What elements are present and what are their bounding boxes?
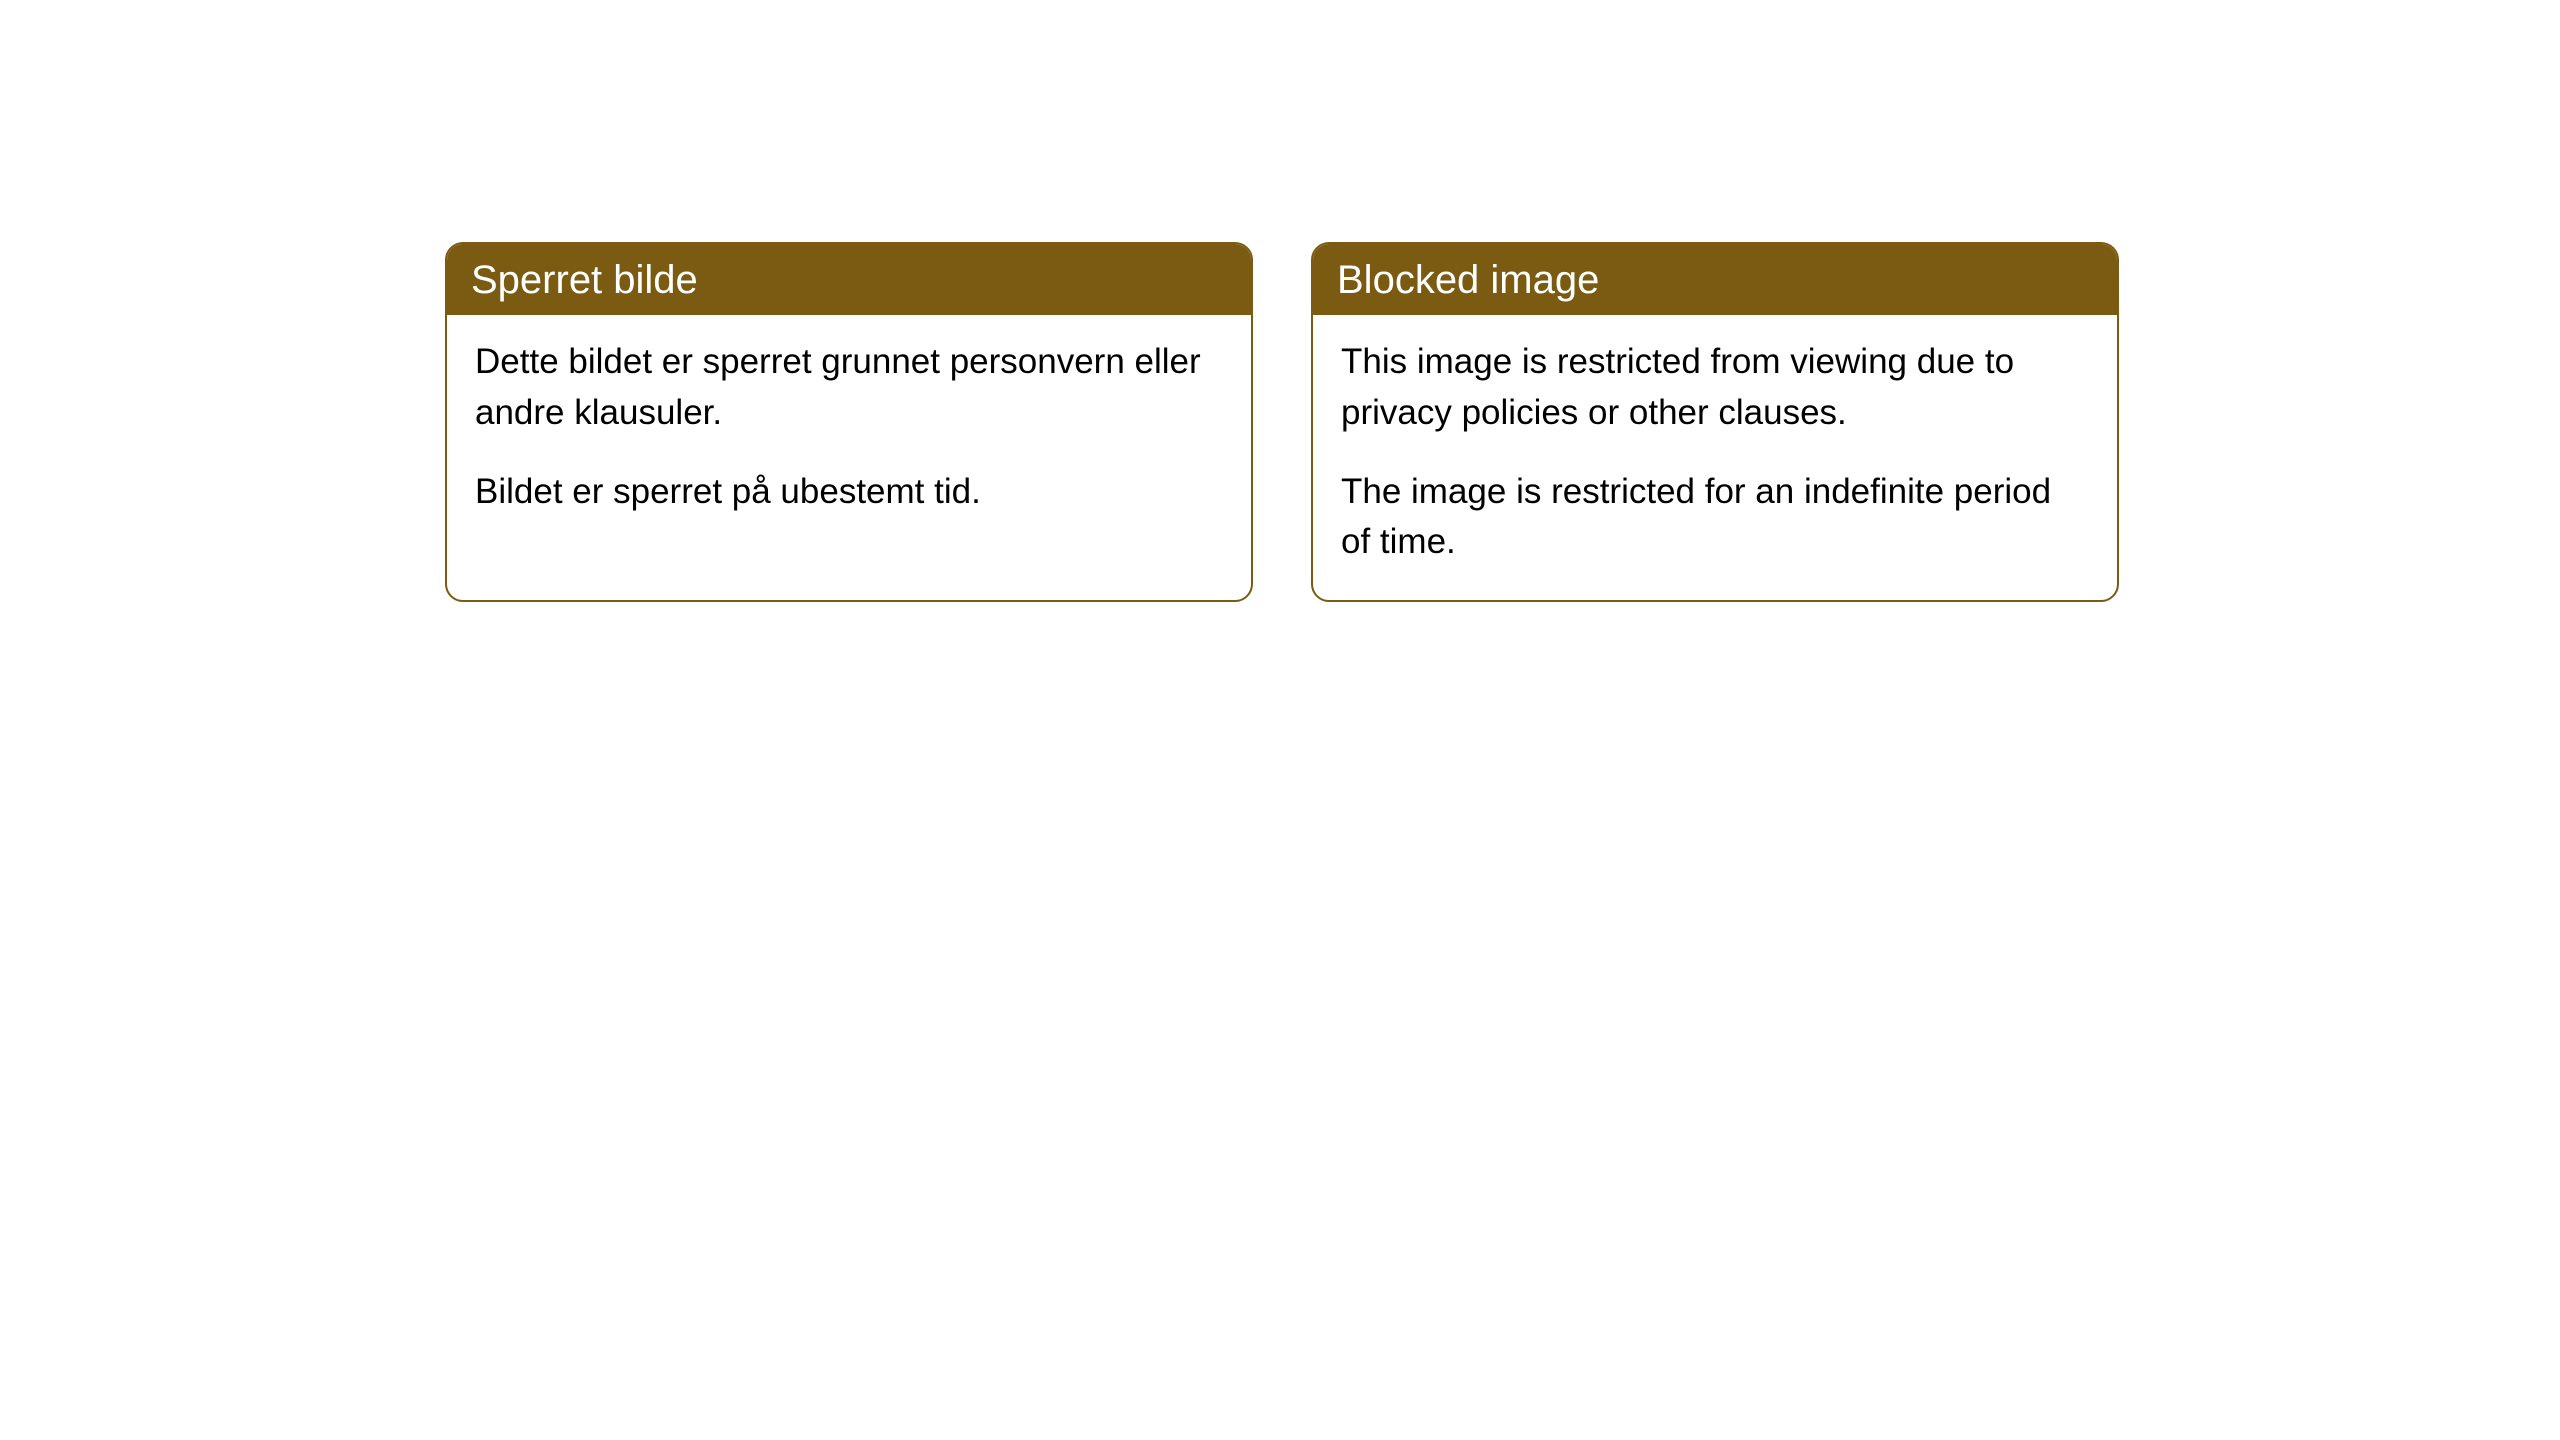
- card-paragraph-2-norwegian: Bildet er sperret på ubestemt tid.: [475, 467, 1223, 518]
- blocked-image-card-english: Blocked image This image is restricted f…: [1311, 242, 2119, 602]
- blocked-image-card-norwegian: Sperret bilde Dette bildet er sperret gr…: [445, 242, 1253, 602]
- card-paragraph-2-english: The image is restricted for an indefinit…: [1341, 467, 2089, 569]
- card-body-english: This image is restricted from viewing du…: [1313, 315, 2117, 600]
- card-paragraph-1-english: This image is restricted from viewing du…: [1341, 337, 2089, 439]
- cards-container: Sperret bilde Dette bildet er sperret gr…: [445, 242, 2119, 602]
- card-header-norwegian: Sperret bilde: [447, 244, 1251, 315]
- card-paragraph-1-norwegian: Dette bildet er sperret grunnet personve…: [475, 337, 1223, 439]
- card-header-english: Blocked image: [1313, 244, 2117, 315]
- card-body-norwegian: Dette bildet er sperret grunnet personve…: [447, 315, 1251, 549]
